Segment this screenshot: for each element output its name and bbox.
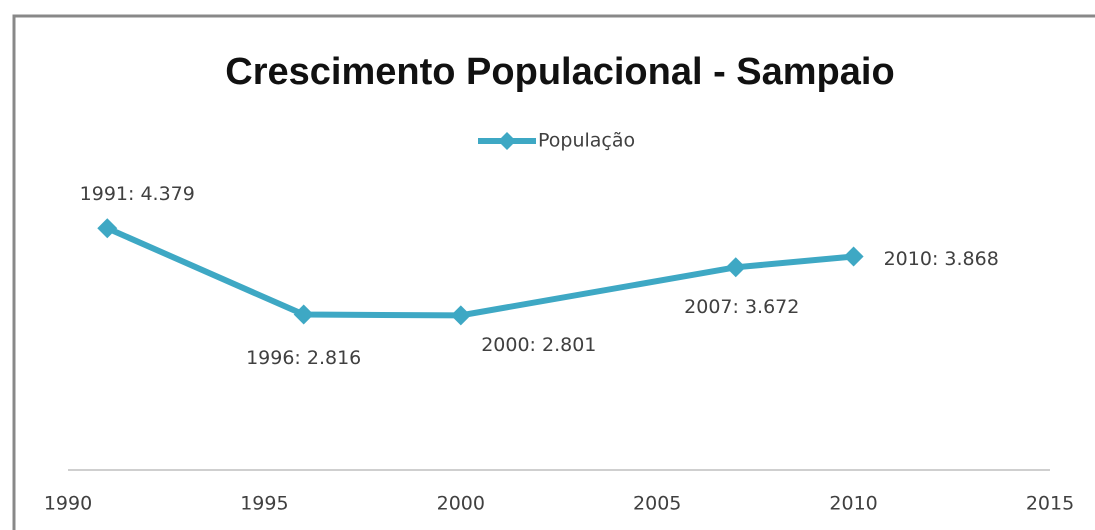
data-label: 1996: 2.816 xyxy=(246,347,361,369)
x-tick-label: 2010 xyxy=(829,493,877,515)
point-marker xyxy=(97,218,118,239)
legend-marker xyxy=(498,132,516,150)
data-label: 2010: 3.868 xyxy=(884,248,999,270)
x-tick-label: 2000 xyxy=(437,493,485,515)
data-label: 1991: 4.379 xyxy=(80,183,195,205)
frame xyxy=(12,14,1095,530)
chart-title: Crescimento Populacional - Sampaio xyxy=(225,51,894,93)
point-marker xyxy=(843,246,864,267)
data-label: 2000: 2.801 xyxy=(481,334,596,356)
point-marker xyxy=(725,257,746,278)
x-tick-label: 1995 xyxy=(240,493,288,515)
data-label: 2007: 3.672 xyxy=(684,296,799,318)
x-tick-label: 2005 xyxy=(633,493,681,515)
legend-label: População xyxy=(538,130,635,152)
point-marker xyxy=(450,305,471,326)
x-tick-label: 2015 xyxy=(1026,493,1074,515)
point-marker xyxy=(293,304,314,325)
x-tick-label: 1990 xyxy=(44,493,92,515)
